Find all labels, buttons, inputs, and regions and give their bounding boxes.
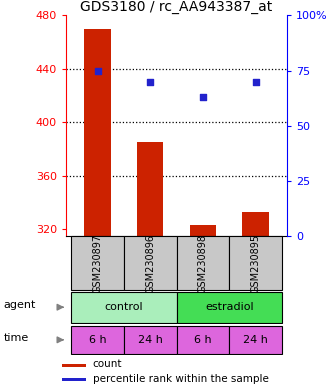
Bar (84, 29, 111, 236)
Text: 24 h: 24 h (138, 335, 163, 345)
Point (148, 79, 153, 85)
Bar (177, 292, 282, 323)
Bar (124, 236, 177, 290)
Bar (177, 236, 229, 290)
Point (253, 79, 258, 85)
Text: GSM230897: GSM230897 (93, 233, 103, 293)
Bar (62, 364, 85, 367)
Text: agent: agent (3, 300, 36, 310)
Text: percentile rank within the sample: percentile rank within the sample (93, 374, 269, 384)
Text: GSM230898: GSM230898 (198, 233, 208, 293)
Bar (229, 236, 282, 290)
Text: estradiol: estradiol (205, 302, 253, 312)
Bar (71, 236, 124, 290)
Bar (137, 142, 163, 236)
Text: count: count (93, 359, 122, 369)
Bar (62, 378, 85, 381)
Text: 24 h: 24 h (243, 335, 268, 345)
Bar (71, 292, 177, 323)
Bar (71, 326, 124, 354)
Point (200, 94, 206, 100)
Bar (242, 212, 269, 236)
Text: 6 h: 6 h (194, 335, 212, 345)
Bar (124, 326, 177, 354)
Title: GDS3180 / rc_AA943387_at: GDS3180 / rc_AA943387_at (81, 0, 273, 14)
Bar (229, 326, 282, 354)
Text: 6 h: 6 h (89, 335, 106, 345)
Text: time: time (3, 333, 29, 343)
Point (95, 68, 100, 74)
Text: GSM230895: GSM230895 (250, 233, 260, 293)
Bar (177, 326, 229, 354)
Bar (190, 225, 216, 236)
Text: control: control (105, 302, 143, 312)
Text: GSM230896: GSM230896 (145, 233, 155, 293)
